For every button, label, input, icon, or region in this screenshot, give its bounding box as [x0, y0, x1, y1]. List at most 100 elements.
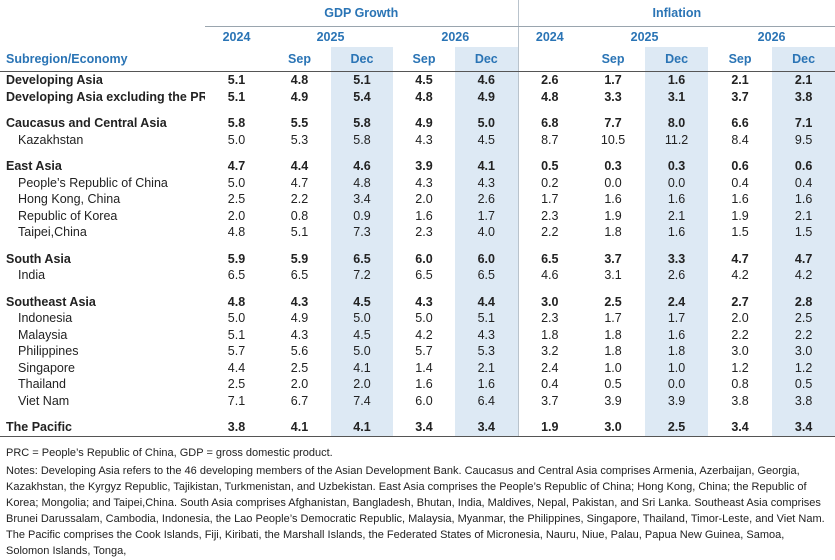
value-cell: 2.1 — [731, 73, 749, 88]
spacer-cell — [708, 241, 772, 251]
value-cell: 2.0 — [227, 208, 246, 223]
value-cell: 0.5 — [517, 158, 582, 175]
value-cell: 0.2 — [517, 174, 582, 191]
value-cell: 1.9 — [604, 208, 622, 223]
value-cell: 7.1 — [772, 115, 835, 132]
table-row: Kazakhstan 5.0 5.3 5.8 4.3 4.5 8.7 10.5 11.2 8.4 9… — [0, 131, 835, 148]
value-cell: 3.2 — [517, 343, 582, 360]
year-header: 2025 — [316, 30, 345, 44]
value-cell: 11.2 — [645, 131, 709, 148]
spacer-cell — [268, 148, 331, 158]
spacer-cell — [772, 283, 835, 294]
value-cell: 4.5 — [415, 73, 433, 88]
value-cell: 3.4 — [455, 419, 519, 437]
value-cell: 4.7 — [290, 175, 309, 190]
value-cell: 4.3 — [415, 294, 433, 309]
value-cell: 3.4 — [331, 191, 393, 208]
value-cell: 2.1 — [772, 207, 835, 224]
spacer-cell — [645, 105, 709, 115]
header-cell — [0, 27, 205, 48]
value-cell: 4.8 — [331, 174, 393, 191]
notes: PRC = People’s Republic of China, GDP = … — [0, 437, 835, 559]
value-cell: 3.9 — [645, 392, 709, 409]
spacer-cell — [708, 105, 772, 115]
value-cell: 5.1 — [455, 310, 519, 327]
value-cell: 1.0 — [604, 360, 622, 375]
value-cell: 3.4 — [393, 419, 455, 437]
value-cell: 4.8 — [415, 89, 433, 104]
value-cell: 1.6 — [645, 191, 709, 208]
value-cell: 1.6 — [645, 71, 709, 89]
table-row: East Asia 4.7 4.4 4.6 3.9 4.1 0.5 0.3 0.3 0.6 0.6 — [0, 158, 835, 175]
table-row: Viet Nam 7.1 6.7 7.4 6.0 6.4 3.7 3.9 3.9 3.8 3.8 — [0, 392, 835, 409]
spacer-cell — [268, 284, 331, 294]
value-cell: 6.0 — [455, 250, 519, 267]
row-label: The Pacific — [0, 419, 205, 437]
value-cell: 2.5 — [604, 294, 622, 309]
value-cell: 5.1 — [227, 89, 246, 104]
spacer-cell — [708, 284, 772, 294]
value-cell: 0.8 — [290, 208, 309, 223]
spacer-cell — [517, 105, 582, 115]
spacer-cell — [581, 284, 645, 294]
value-cell: 6.5 — [415, 268, 433, 283]
value-cell: 3.8 — [772, 88, 835, 105]
spacer-cell — [0, 241, 205, 251]
value-cell: 3.8 — [205, 419, 268, 437]
value-cell: 2.2 — [772, 326, 835, 343]
row-label: Southeast Asia — [6, 294, 96, 309]
value-cell: 1.7 — [455, 207, 519, 224]
value-cell: 1.0 — [645, 359, 709, 376]
spacer-cell — [331, 240, 393, 251]
value-cell: 4.3 — [290, 327, 309, 342]
value-cell: 1.8 — [517, 326, 582, 343]
row-label: Kazakhstan — [18, 132, 84, 147]
value-cell: 4.3 — [415, 132, 433, 147]
spacer-cell — [645, 409, 709, 419]
value-cell: 1.8 — [604, 344, 622, 359]
value-cell: 1.7 — [645, 310, 709, 327]
value-cell: 0.4 — [517, 376, 582, 393]
value-cell: 5.8 — [227, 116, 246, 131]
value-cell: 6.5 — [290, 268, 309, 283]
value-cell: 2.5 — [290, 360, 309, 375]
value-cell: 4.3 — [455, 174, 519, 191]
spacer-cell — [393, 105, 455, 115]
value-cell: 4.9 — [415, 116, 433, 131]
value-cell: 3.0 — [581, 419, 646, 437]
value-cell: 5.1 — [331, 71, 393, 89]
row-label: Singapore — [18, 360, 75, 375]
value-cell: 9.5 — [772, 131, 835, 148]
value-cell: 3.7 — [517, 392, 582, 409]
row-label: Indonesia — [18, 311, 73, 326]
value-cell: 2.0 — [290, 377, 309, 392]
year-header: 2025 — [630, 30, 659, 44]
header-cell — [517, 47, 582, 72]
value-cell: 2.1 — [772, 71, 835, 89]
value-cell: 1.6 — [604, 192, 622, 207]
row-label: Thailand — [18, 377, 66, 392]
row-label: Developing Asia excluding the PRC — [6, 89, 205, 104]
value-cell: 2.2 — [290, 192, 309, 207]
value-cell: 3.4 — [708, 419, 773, 437]
value-cell: 0.3 — [604, 159, 622, 174]
value-cell: 7.4 — [331, 392, 393, 409]
spacer-cell — [581, 105, 645, 115]
table-row: Republic of Korea 2.0 0.8 0.9 1.6 1.7 2.3 1.9 2.… — [0, 207, 835, 224]
spacer-cell — [205, 284, 268, 294]
value-cell: 4.5 — [331, 293, 393, 310]
value-cell: 4.2 — [772, 267, 835, 284]
value-cell: 8.0 — [645, 115, 709, 132]
row-label-header: Subregion/Economy — [0, 47, 205, 72]
value-cell: 0.0 — [645, 376, 709, 393]
value-cell: 4.7 — [772, 250, 835, 267]
value-cell: 3.4 — [772, 419, 835, 437]
value-cell: 0.9 — [331, 207, 393, 224]
value-cell: 4.5 — [455, 131, 519, 148]
value-cell: 0.0 — [645, 174, 709, 191]
spacer-cell — [205, 105, 268, 115]
row-label: South Asia — [6, 251, 71, 266]
spacer-cell — [331, 105, 393, 115]
value-cell: 5.9 — [290, 251, 309, 266]
value-cell: 1.6 — [645, 224, 709, 241]
